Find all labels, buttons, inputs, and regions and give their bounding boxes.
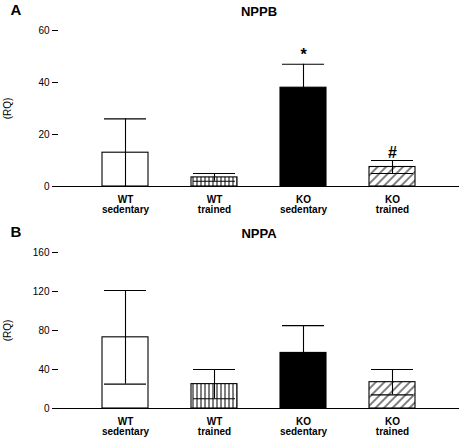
svg-text:0: 0 [44,181,50,192]
svg-text:20: 20 [38,129,50,140]
svg-text:40: 40 [38,364,50,375]
svg-text:WTtrained: WTtrained [198,416,231,437]
svg-text:WTsedentary: WTsedentary [102,194,150,215]
svg-text:WTsedentary: WTsedentary [102,416,150,437]
svg-text:B: B [11,223,22,240]
svg-text:KOsedentary: KOsedentary [280,194,328,215]
svg-text:KOtrained: KOtrained [376,416,409,437]
svg-text:0: 0 [44,403,50,414]
svg-text:(RQ): (RQ) [2,320,13,342]
svg-text:NPPA: NPPA [241,226,277,241]
svg-text:80: 80 [38,325,50,336]
svg-text:40: 40 [38,77,50,88]
svg-text:60: 60 [38,25,50,36]
svg-text:WTtrained: WTtrained [198,194,231,215]
svg-text:A: A [11,1,22,18]
svg-text:KOsedentary: KOsedentary [280,416,328,437]
svg-text:160: 160 [33,247,50,258]
svg-text:*: * [300,46,307,63]
svg-text:KOtrained: KOtrained [376,194,409,215]
svg-text:(RQ): (RQ) [2,98,13,120]
svg-text:120: 120 [33,286,50,297]
svg-text:NPPB: NPPB [241,4,277,19]
svg-text:#: # [388,144,397,161]
